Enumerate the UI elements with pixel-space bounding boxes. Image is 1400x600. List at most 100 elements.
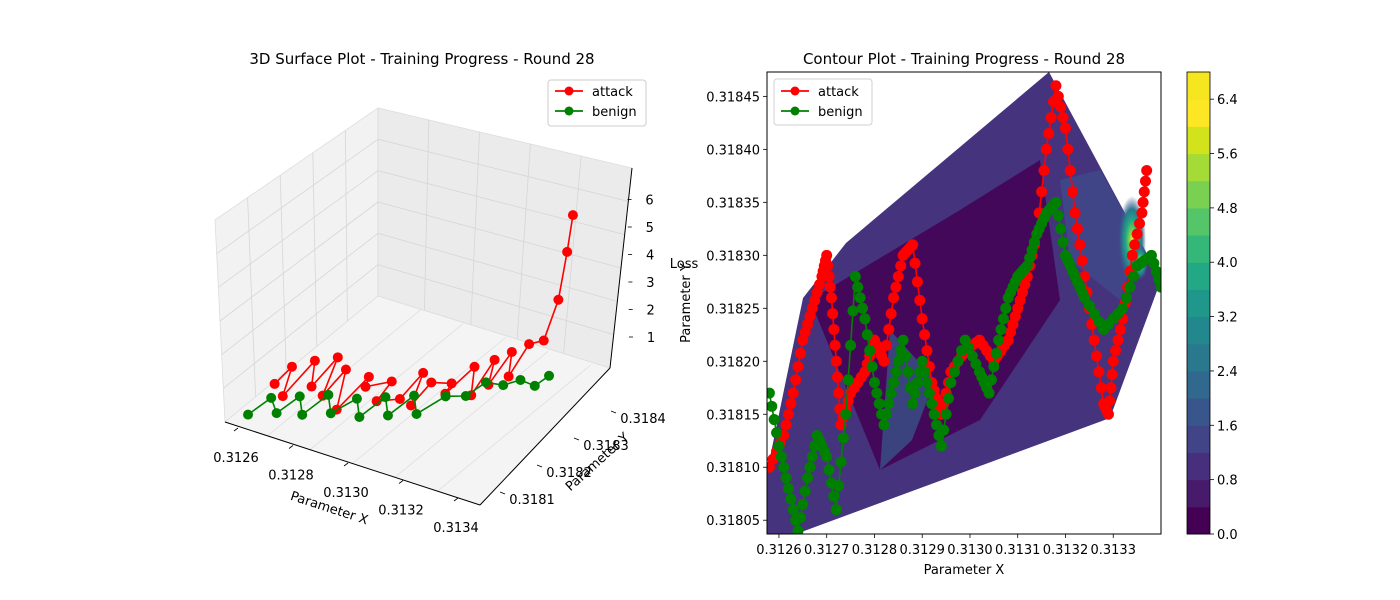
y-tick-label: 0.3183 bbox=[583, 439, 629, 454]
point-benign bbox=[767, 400, 778, 412]
grid-line bbox=[219, 201, 379, 322]
point-benign bbox=[354, 412, 365, 423]
colorbar-tick-label: 2.4 bbox=[1217, 365, 1238, 380]
point-attack bbox=[269, 378, 280, 389]
y-tick-mark bbox=[536, 464, 543, 468]
point-attack bbox=[506, 346, 517, 357]
point-attack bbox=[538, 335, 549, 346]
point-attack bbox=[780, 419, 792, 431]
x-tick-mark bbox=[343, 462, 349, 467]
point-benign bbox=[409, 390, 420, 401]
point-attack bbox=[1088, 334, 1100, 346]
point-benign bbox=[498, 380, 509, 391]
point-attack bbox=[360, 381, 371, 392]
ticks-3d: 0.3126 0.3128 0.3130 0.3132 0.3134 0.3181 0.31… bbox=[213, 194, 666, 537]
point-benign bbox=[1155, 281, 1161, 293]
point-attack bbox=[1129, 239, 1141, 251]
point-attack bbox=[782, 408, 794, 420]
point-benign bbox=[1093, 316, 1105, 328]
point-attack bbox=[1110, 345, 1122, 357]
point-attack bbox=[880, 339, 892, 351]
point-attack bbox=[405, 400, 416, 411]
point-benign bbox=[828, 490, 840, 502]
contour-title: Contour Plot - Training Progress - Round… bbox=[803, 50, 1125, 68]
point-attack bbox=[885, 308, 897, 320]
point-attack bbox=[883, 323, 895, 335]
colorbar-level bbox=[1187, 262, 1210, 290]
point-attack bbox=[1069, 207, 1081, 219]
point-benign bbox=[985, 374, 997, 386]
y-tick-mark bbox=[573, 437, 580, 441]
contour-xlabel: Parameter X bbox=[924, 563, 1005, 578]
point-attack bbox=[394, 394, 405, 405]
point-attack bbox=[1076, 255, 1088, 267]
colorbar-level bbox=[1187, 316, 1210, 345]
plot-contour: Contour Plot - Training Progress - Round… bbox=[679, 50, 1238, 578]
point-benign bbox=[890, 366, 902, 378]
point-attack bbox=[1104, 395, 1116, 407]
y-tick-label: 0.31825 bbox=[706, 302, 760, 317]
point-benign bbox=[854, 292, 866, 304]
point-benign bbox=[857, 302, 869, 314]
grid-line bbox=[377, 264, 614, 336]
point-benign bbox=[382, 410, 393, 421]
point-attack bbox=[1091, 350, 1103, 362]
point-benign bbox=[1088, 308, 1100, 320]
point-attack bbox=[1062, 143, 1074, 155]
grid-line bbox=[437, 364, 591, 492]
point-attack bbox=[829, 339, 841, 351]
point-attack bbox=[831, 371, 843, 383]
colorbar-tick-label: 4.8 bbox=[1217, 202, 1238, 217]
point-benign bbox=[821, 451, 833, 463]
point-attack bbox=[821, 249, 833, 261]
z-tick-label: 2 bbox=[647, 304, 655, 319]
point-attack bbox=[371, 396, 382, 407]
colorbar-level bbox=[1187, 72, 1210, 100]
x-tick-mark bbox=[453, 497, 459, 502]
point-benign bbox=[880, 408, 892, 420]
colorbar-tick-label: 4.0 bbox=[1217, 256, 1238, 271]
point-attack bbox=[785, 398, 797, 410]
grid-line bbox=[377, 138, 629, 202]
series-3d bbox=[243, 210, 578, 423]
point-attack bbox=[792, 361, 804, 373]
z-tick-label: 5 bbox=[646, 221, 654, 236]
point-attack bbox=[503, 371, 514, 382]
y-tick-label: 0.31810 bbox=[706, 461, 760, 476]
point-benign bbox=[833, 480, 845, 492]
point-attack bbox=[1112, 334, 1124, 346]
point-attack bbox=[888, 292, 900, 304]
colorbar-level bbox=[1187, 126, 1210, 155]
point-attack bbox=[790, 374, 802, 386]
point-benign bbox=[995, 323, 1007, 335]
point-attack bbox=[1045, 112, 1057, 124]
y-tick-label: 0.31830 bbox=[706, 249, 760, 264]
point-benign bbox=[935, 440, 947, 452]
point-benign bbox=[899, 350, 911, 362]
point-benign bbox=[771, 427, 783, 439]
x-tick-label: 0.3134 bbox=[433, 521, 479, 536]
point-benign bbox=[787, 504, 799, 516]
legend-attack-label: attack bbox=[592, 85, 633, 100]
point-benign bbox=[323, 389, 334, 400]
point-benign bbox=[864, 345, 876, 357]
grid-line bbox=[216, 139, 379, 254]
point-benign bbox=[797, 498, 809, 510]
point-benign bbox=[1000, 302, 1012, 314]
x-tick-mark bbox=[288, 445, 294, 449]
x-tick-label: 0.3132 bbox=[1043, 543, 1089, 558]
point-attack bbox=[1071, 223, 1083, 235]
point-attack bbox=[1126, 249, 1138, 261]
point-benign bbox=[926, 398, 938, 410]
point-attack bbox=[1139, 175, 1151, 187]
point-benign bbox=[411, 408, 422, 419]
point-benign bbox=[780, 472, 792, 484]
point-benign bbox=[983, 387, 995, 399]
colorbar-level bbox=[1187, 452, 1210, 481]
point-attack bbox=[306, 381, 317, 392]
grid-3d bbox=[216, 119, 629, 492]
point-benign bbox=[909, 387, 921, 399]
contour-series bbox=[767, 80, 1161, 534]
